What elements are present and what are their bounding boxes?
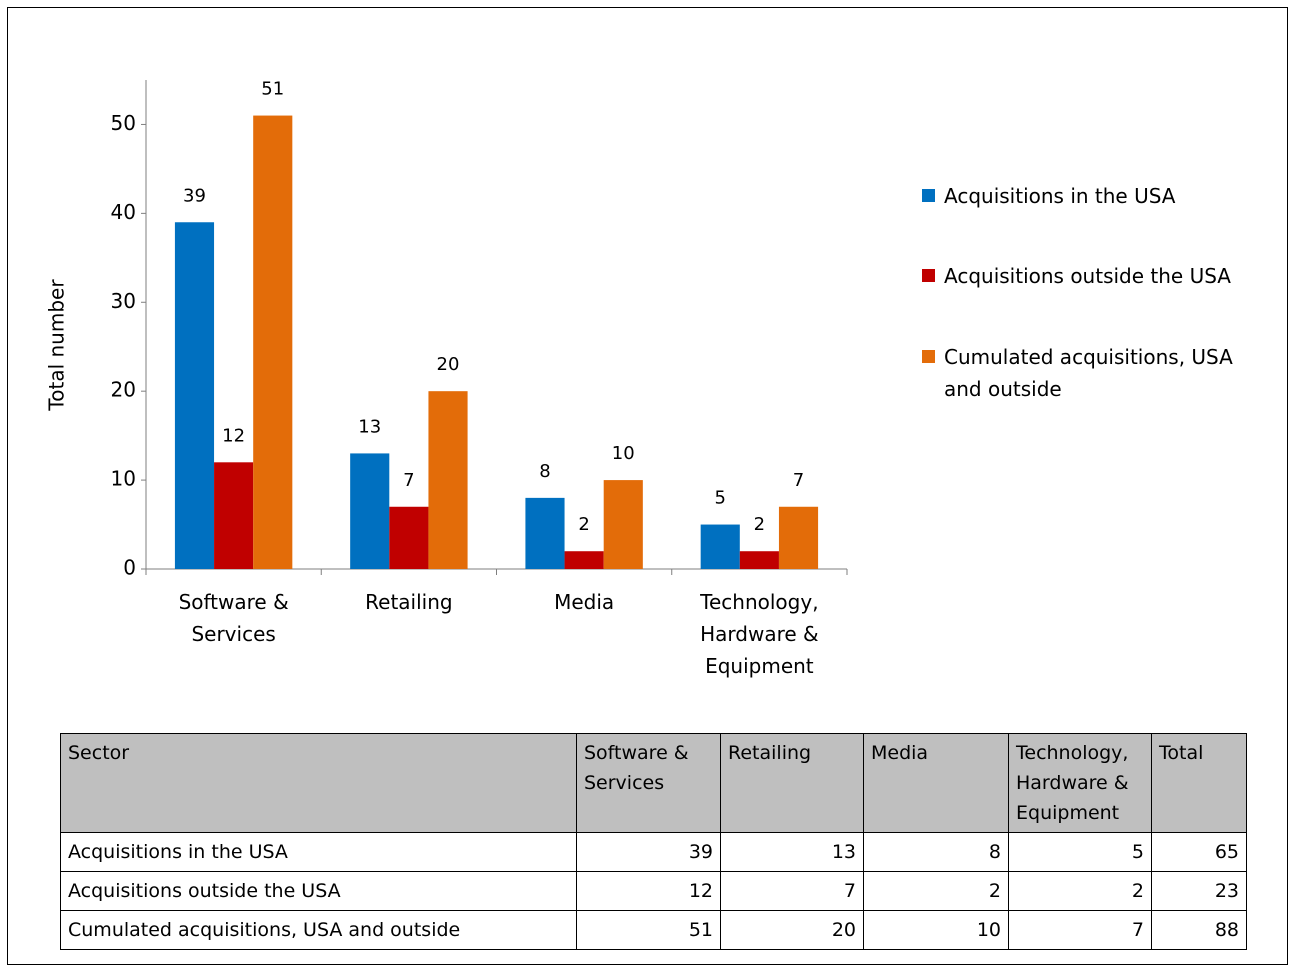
legend-swatch xyxy=(922,269,935,282)
table-cell: 7 xyxy=(1008,910,1152,950)
legend-item: Cumulated acquisitions, USA and outside xyxy=(922,341,1252,405)
x-tick-label: Retailing xyxy=(365,590,453,614)
table-cell: 13 xyxy=(720,832,864,872)
table-cell: Cumulated acquisitions, USA and outside xyxy=(60,910,577,950)
bar xyxy=(253,115,293,570)
table-cell: Acquisitions in the USA xyxy=(60,832,577,872)
x-tick-label: Software & Services xyxy=(178,590,289,646)
table-cell: 7 xyxy=(720,871,864,911)
bar xyxy=(174,222,215,569)
y-tick-label: 50 xyxy=(111,111,136,135)
legend-swatch xyxy=(922,350,935,363)
data-label: 51 xyxy=(261,79,284,100)
y-axis-title: Total number xyxy=(45,279,69,412)
bar xyxy=(389,506,429,569)
y-tick-label: 20 xyxy=(111,378,136,402)
bar xyxy=(428,391,468,569)
y-tick-label: 0 xyxy=(123,556,136,580)
table-cell: 39 xyxy=(576,832,721,872)
table-row: Cumulated acquisitions, USA and outside 5… xyxy=(60,910,1247,950)
legend-swatch xyxy=(922,189,935,202)
header-cell: Media xyxy=(863,733,1009,833)
x-tick-label: Media xyxy=(554,590,615,614)
legend-item: Acquisitions in the USA xyxy=(922,180,1252,212)
legend-item: Acquisitions outside the USA xyxy=(922,260,1252,292)
bar xyxy=(350,453,390,569)
header-cell: Sector xyxy=(60,733,577,833)
table-row: Acquisitions outside the USA 12 7 2 2 23 xyxy=(60,871,1247,911)
bar xyxy=(525,497,565,569)
table-cell: 2 xyxy=(863,871,1009,911)
table-cell: Acquisitions outside the USA xyxy=(60,871,577,911)
table-cell: 88 xyxy=(1151,910,1247,950)
frame xyxy=(7,7,1288,965)
bar xyxy=(700,524,740,569)
data-label: 10 xyxy=(612,443,635,464)
legend-label: Acquisitions in the USA xyxy=(944,184,1176,208)
y-tick-label: 40 xyxy=(111,200,136,224)
header-cell: Technology, Hardware & Equipment xyxy=(1008,733,1152,833)
bar xyxy=(778,506,819,569)
bar xyxy=(564,551,604,569)
header-cell: Retailing xyxy=(720,733,864,833)
data-label: 39 xyxy=(183,185,206,206)
table-header: Sector Software & Services Retailing Media T… xyxy=(60,733,1247,833)
table-cell: 12 xyxy=(576,871,721,911)
table-cell: 10 xyxy=(863,910,1009,950)
y-tick-label: 30 xyxy=(111,289,136,313)
bar xyxy=(739,551,779,569)
data-label: 2 xyxy=(578,514,589,535)
table-cell: 20 xyxy=(720,910,864,950)
data-label: 20 xyxy=(437,354,460,375)
table-row: Acquisitions in the USA 39 13 8 5 65 xyxy=(60,832,1247,872)
data-label: 7 xyxy=(403,470,414,491)
table-cell: 65 xyxy=(1151,832,1247,872)
data-label: 2 xyxy=(754,514,765,535)
x-tick-label: Technology, Hardware & Equipment xyxy=(700,590,819,678)
legend-label: Cumulated acquisitions, USA and outside xyxy=(944,345,1233,401)
header-cell: Software & Services xyxy=(576,733,721,833)
bar xyxy=(603,480,643,569)
y-tick-label: 10 xyxy=(111,467,136,491)
table-cell: 2 xyxy=(1008,871,1152,911)
bar xyxy=(214,462,254,569)
data-label: 13 xyxy=(358,416,381,437)
table-cell: 23 xyxy=(1151,871,1247,911)
table-cell: 8 xyxy=(863,832,1009,872)
table-cell: 5 xyxy=(1008,832,1152,872)
data-label: 5 xyxy=(715,488,726,509)
header-cell: Total xyxy=(1151,733,1247,833)
legend-label: Acquisitions outside the USA xyxy=(944,264,1231,288)
table-cell: 51 xyxy=(576,910,721,950)
data-label: 12 xyxy=(222,425,245,446)
data-label: 8 xyxy=(539,461,550,482)
data-table: Sector Software & Services Retailing Media T… xyxy=(60,733,1247,950)
data-label: 7 xyxy=(793,470,804,491)
